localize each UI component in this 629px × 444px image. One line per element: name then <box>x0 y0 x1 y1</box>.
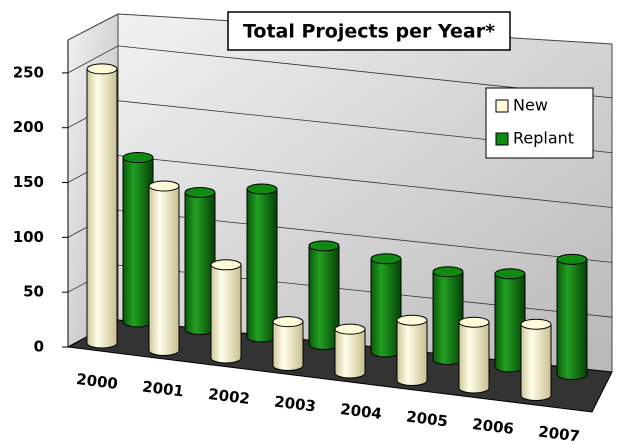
bar <box>335 329 365 373</box>
bar <box>211 264 241 358</box>
x-tick-label: 2006 <box>471 415 515 438</box>
cylinder-top <box>432 266 464 278</box>
cylinder-top <box>334 323 366 335</box>
bar <box>185 192 215 330</box>
bar <box>397 320 427 381</box>
cylinder-top <box>370 253 402 265</box>
grid-line <box>67 100 613 154</box>
bar <box>309 245 339 345</box>
y-tick-label: 150 <box>13 173 44 191</box>
bar <box>459 322 489 388</box>
cylinder-top <box>148 180 180 192</box>
cylinder-top <box>246 183 278 195</box>
bar <box>123 157 153 322</box>
cylinder-top <box>520 318 552 330</box>
bar <box>495 273 525 367</box>
legend-swatch <box>495 99 509 113</box>
x-tick-label: 2005 <box>405 408 449 431</box>
cylinder-top <box>556 253 588 265</box>
cylinder-top <box>184 186 216 198</box>
y-tick-label: 50 <box>23 283 44 301</box>
x-tick-label: 2007 <box>537 423 581 444</box>
grid-line <box>67 209 613 263</box>
x-tick-label: 2001 <box>141 378 185 401</box>
legend-label: Replant <box>513 129 574 148</box>
cylinder-top <box>308 240 340 252</box>
x-tick-label: 2004 <box>339 400 383 423</box>
cylinder-top <box>122 152 154 164</box>
bar <box>371 258 401 352</box>
x-tick-label: 2000 <box>75 370 119 393</box>
x-tick-label: 2003 <box>273 393 317 416</box>
legend-swatch <box>495 132 509 146</box>
cylinder-top <box>494 268 526 280</box>
legend-label: New <box>513 96 548 115</box>
cylinder-top <box>458 316 490 328</box>
cylinder-top <box>272 316 304 328</box>
y-tick-label: 0 <box>34 338 44 356</box>
grid-line <box>67 155 613 208</box>
bar <box>247 188 277 337</box>
cylinder-top <box>396 314 428 326</box>
bar <box>87 68 117 344</box>
chart-title: Total Projects per Year* <box>243 21 495 43</box>
bar <box>273 321 303 366</box>
x-tick-label: 2002 <box>207 385 251 408</box>
bar <box>521 324 551 396</box>
bar <box>149 186 179 351</box>
cylinder-top <box>86 63 118 75</box>
bar <box>557 259 587 375</box>
cylinder-top <box>210 259 242 271</box>
bar <box>433 271 463 360</box>
y-tick-label: 200 <box>13 118 44 136</box>
y-tick-label: 100 <box>13 228 44 246</box>
grid-line <box>67 45 613 99</box>
y-tick-label: 250 <box>13 63 44 81</box>
title-box <box>227 11 511 51</box>
